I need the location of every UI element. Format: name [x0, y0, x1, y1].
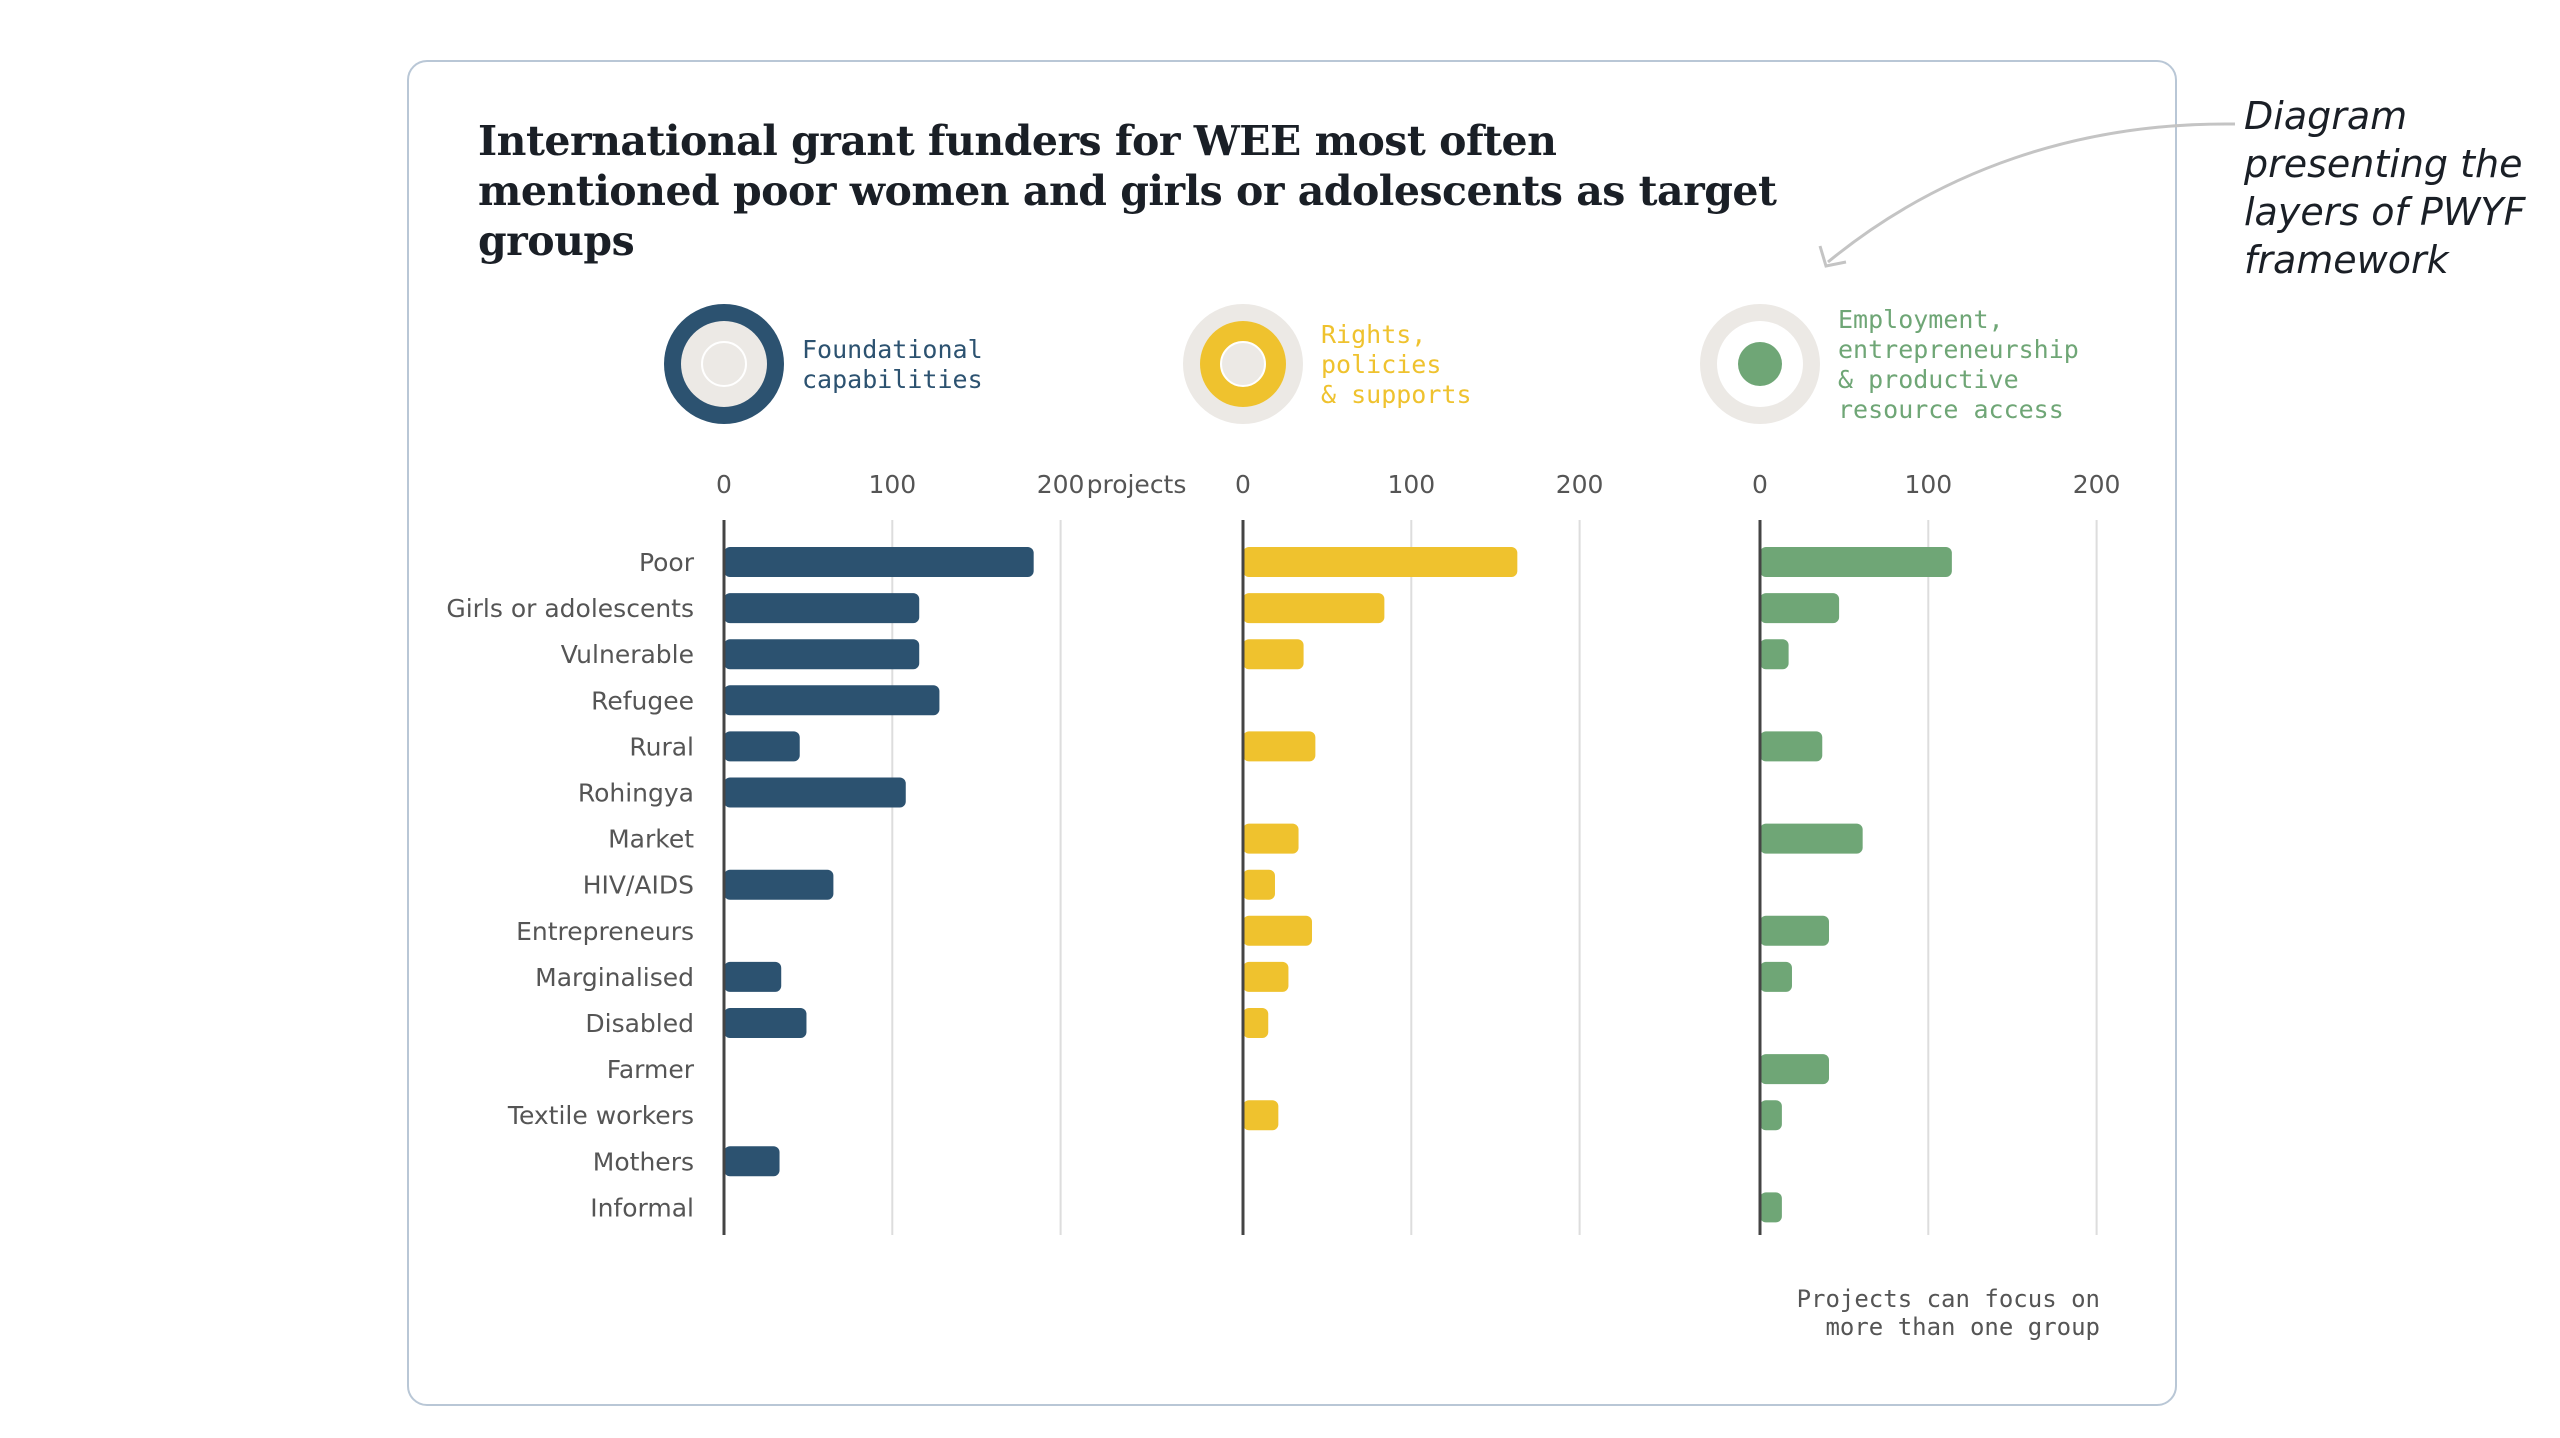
- category-label: Rohingya: [578, 779, 694, 808]
- tick-label: 200: [1037, 470, 1085, 499]
- category-label: Girls or adolescents: [446, 594, 694, 623]
- category-label: Disabled: [585, 1009, 694, 1038]
- bar-rights: [1243, 823, 1299, 854]
- legend-ring-inner: [701, 341, 747, 387]
- annotation-arrow: [1827, 122, 2236, 264]
- bar-rights: [1243, 961, 1289, 992]
- category-label: Market: [608, 825, 694, 854]
- bar-employment: [1760, 1192, 1782, 1223]
- bar-rights: [1243, 593, 1385, 624]
- category-label: Vulnerable: [561, 640, 694, 669]
- category-label: Textile workers: [507, 1101, 694, 1130]
- tick-label: 200: [1556, 470, 1604, 499]
- footnote: Projects can focus on more than one grou…: [1700, 1285, 2100, 1341]
- tick-label: 200: [2073, 470, 2121, 499]
- category-label: Entrepreneurs: [516, 917, 694, 946]
- tick-label: 100: [868, 470, 916, 499]
- bar-foundational: [724, 869, 834, 900]
- bar-foundational: [724, 961, 782, 992]
- tick-label: 100: [1904, 470, 1952, 499]
- footnote-line: more than one group: [1825, 1313, 2100, 1341]
- bar-rights: [1243, 915, 1313, 946]
- bar-employment: [1760, 961, 1792, 992]
- annotation-line: presenting the: [2244, 142, 2523, 186]
- framework-annotation: Diagram presenting the layers of PWYF fr…: [2244, 92, 2544, 284]
- category-label: HIV/AIDS: [583, 871, 694, 900]
- bar-employment: [1760, 1100, 1782, 1131]
- bar-employment: [1760, 593, 1840, 624]
- bar-employment: [1760, 731, 1823, 762]
- bar-foundational: [724, 777, 906, 808]
- category-label: Farmer: [607, 1055, 695, 1084]
- legend-label-rights: Rights, policies & supports: [1321, 320, 1472, 409]
- bar-rights: [1243, 547, 1518, 577]
- legend-label-foundational: Foundational capabilities: [802, 335, 983, 394]
- bar-foundational: [724, 731, 800, 762]
- bar-employment: [1760, 1054, 1830, 1085]
- category-label: Rural: [629, 732, 694, 761]
- annotation-line: Diagram: [2244, 94, 2408, 138]
- legend-ring-inner: [1738, 342, 1782, 386]
- bar-rights: [1243, 1100, 1279, 1131]
- bar-foundational: [724, 1008, 807, 1038]
- category-label: Poor: [639, 548, 695, 577]
- bar-rights: [1243, 869, 1275, 900]
- tick-label: 100: [1387, 470, 1435, 499]
- bar-employment: [1760, 639, 1789, 670]
- bar-foundational: [724, 593, 920, 624]
- bar-foundational: [724, 639, 920, 670]
- bar-foundational: [724, 1146, 780, 1177]
- category-label: Refugee: [591, 686, 694, 715]
- bar-foundational: [724, 547, 1034, 577]
- bar-foundational: [724, 685, 940, 716]
- category-label: Marginalised: [535, 963, 694, 992]
- chart-title: International grant funders for WEE most…: [478, 117, 1777, 265]
- category-label: Mothers: [593, 1147, 694, 1176]
- bar-employment: [1760, 823, 1863, 854]
- tick-label: 0: [1752, 470, 1768, 499]
- tick-label: 0: [1235, 470, 1251, 499]
- axis-unit-label: projects: [1087, 470, 1187, 499]
- legend-ring-inner: [1220, 341, 1266, 387]
- bar-employment: [1760, 915, 1830, 946]
- annotation-arrowhead: [1818, 245, 1847, 268]
- annotation-line: framework: [2244, 238, 2449, 282]
- bar-rights: [1243, 639, 1304, 670]
- annotation-line: layers of PWYF: [2244, 190, 2526, 234]
- bar-employment: [1760, 547, 1952, 577]
- bar-rights: [1243, 1008, 1269, 1038]
- legend-label-employment: Employment, entrepreneurship & productive r…: [1838, 305, 2079, 424]
- category-label: Informal: [590, 1193, 694, 1222]
- footnote-line: Projects can focus on: [1796, 1285, 2100, 1313]
- tick-label: 0: [716, 470, 732, 499]
- bar-rights: [1243, 731, 1316, 762]
